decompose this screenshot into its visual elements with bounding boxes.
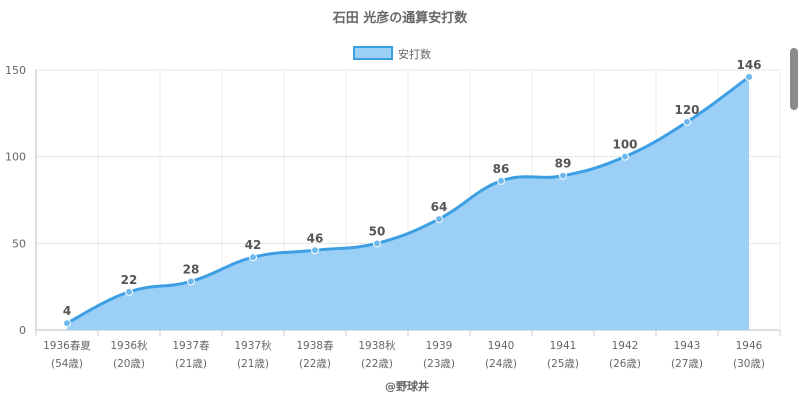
x-tick-sublabel: (24歳) [485, 358, 517, 370]
series-line [65, 75, 751, 325]
legend[interactable]: 安打数 [353, 46, 431, 61]
value-label: 4 [63, 304, 71, 318]
chart-title: 石田 光彦の通算安打数 [332, 10, 469, 26]
y-tick-label: 100 [5, 151, 26, 164]
x-tick-label: 1941 [550, 340, 577, 352]
value-label: 42 [245, 238, 262, 252]
x-axis-ticks: 1936春夏 (54歳) 1936秋 (20歳) 1937春 (21歳) 1937秋 (21歳… [43, 339, 765, 370]
x-tick-sublabel: (22歳) [361, 358, 393, 370]
y-axis-ticks: 0 50 100 150 [5, 64, 26, 337]
data-point [63, 319, 71, 328]
data-point [621, 152, 629, 161]
x-tick-label: 1938春 [296, 340, 334, 352]
data-point [311, 246, 319, 255]
value-label: 89 [555, 157, 572, 171]
data-point [435, 215, 443, 224]
x-tick-label: 1938秋 [358, 339, 396, 352]
x-tick-sublabel: (20歳) [113, 358, 145, 370]
x-tick-label: 1943 [674, 340, 701, 352]
x-tick-sublabel: (30歳) [733, 358, 765, 370]
x-tick-label: 1937春 [172, 340, 210, 352]
x-tick-label: 1946 [736, 340, 763, 352]
x-tick-label: 1939 [426, 340, 453, 352]
value-label: 50 [369, 224, 386, 238]
value-label: 86 [493, 162, 510, 176]
x-tick-sublabel: (22歳) [299, 358, 331, 370]
x-tick-sublabel: (54歳) [51, 358, 83, 370]
value-label: 46 [307, 231, 324, 245]
data-point [249, 253, 257, 262]
data-point [497, 176, 505, 185]
value-label: 22 [121, 273, 138, 287]
legend-label: 安打数 [398, 47, 431, 61]
data-point [683, 118, 691, 126]
x-tick-sublabel: (21歳) [175, 358, 207, 370]
x-tick-sublabel: (23歳) [423, 358, 455, 370]
plot-area [65, 75, 751, 330]
value-label: 120 [674, 103, 699, 117]
value-label: 146 [736, 58, 761, 72]
scrollbar-thumb[interactable] [790, 48, 798, 110]
x-tick-sublabel: (26歳) [609, 358, 641, 370]
value-label: 100 [612, 138, 637, 152]
x-tick-label: 1942 [612, 340, 639, 352]
data-point [559, 171, 567, 180]
value-labels: 4 22 28 42 46 50 64 86 89 100 120 146 [63, 58, 762, 318]
x-tick-label: 1937秋 [234, 339, 272, 352]
data-points [63, 72, 753, 328]
scrollbar[interactable] [788, 0, 800, 400]
series-area [67, 76, 749, 330]
data-point [187, 277, 195, 286]
data-point [125, 287, 133, 296]
x-tick-sublabel: (27歳) [671, 358, 703, 370]
x-tick-label: 1936春夏 [43, 340, 91, 352]
value-label: 28 [183, 262, 200, 276]
data-point [745, 72, 753, 81]
x-tick-sublabel: (25歳) [547, 358, 579, 370]
value-label: 64 [431, 200, 448, 214]
y-tick-label: 150 [5, 64, 26, 77]
credit-label: @野球丼 [385, 379, 429, 393]
y-tick-label: 50 [12, 237, 26, 250]
x-tick-label: 1936秋 [110, 339, 148, 352]
x-tick-sublabel: (21歳) [237, 358, 269, 370]
y-tick-label: 0 [19, 324, 26, 337]
x-tick-label: 1940 [488, 340, 515, 352]
legend-swatch [353, 46, 393, 60]
data-point [373, 239, 381, 248]
